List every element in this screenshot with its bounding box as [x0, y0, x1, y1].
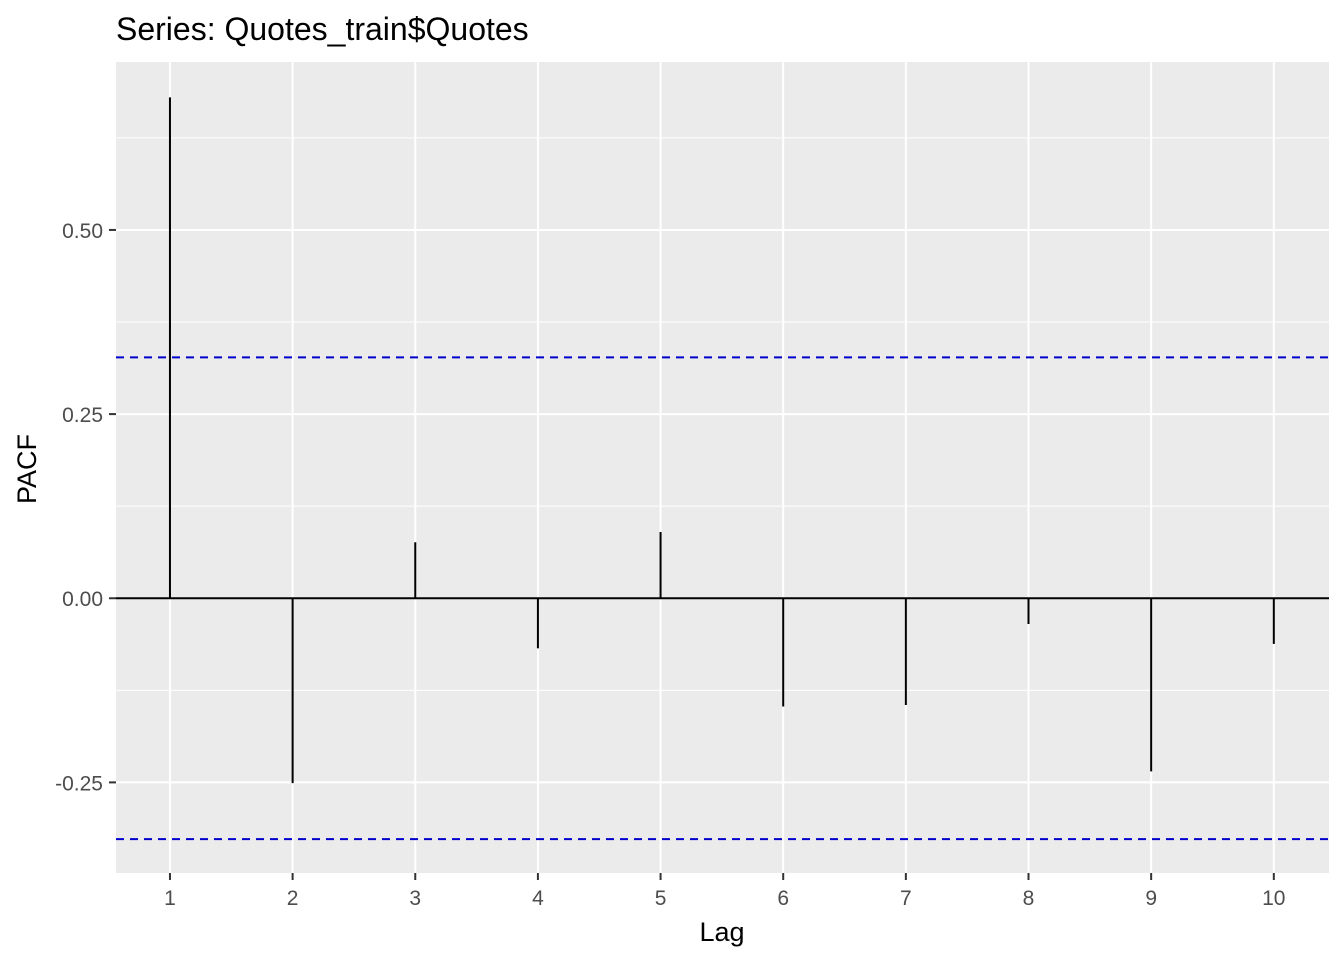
- plot-panel: [116, 62, 1329, 873]
- x-tick-label: 5: [655, 887, 667, 910]
- x-tick-label: 8: [1023, 887, 1035, 910]
- x-tick-label: 2: [287, 887, 299, 910]
- confidence-bounds: [116, 356, 1329, 841]
- y-tick-label: -0.25: [55, 772, 103, 795]
- y-tick-label: 0.50: [62, 220, 103, 243]
- x-tick-label: 1: [164, 887, 176, 910]
- y-tick-label: 0.00: [62, 588, 103, 611]
- y-tick-label: 0.25: [62, 404, 103, 427]
- axes: -0.25 0.00 0.25 0.50 1 2 3 4 5 6 7 8 9 10: [55, 220, 1285, 910]
- chart-title: Series: Quotes_train$Quotes: [116, 11, 529, 47]
- x-tick-label: 4: [532, 887, 544, 910]
- pacf-bars: [168, 97, 1275, 784]
- x-tick-label: 6: [777, 887, 789, 910]
- x-tick-label: 3: [409, 887, 421, 910]
- x-tick-label: 9: [1145, 887, 1157, 910]
- x-tick-label: 7: [900, 887, 912, 910]
- x-axis-label: Lag: [699, 917, 744, 947]
- y-axis-label: PACF: [12, 434, 42, 504]
- x-tick-label: 10: [1262, 887, 1285, 910]
